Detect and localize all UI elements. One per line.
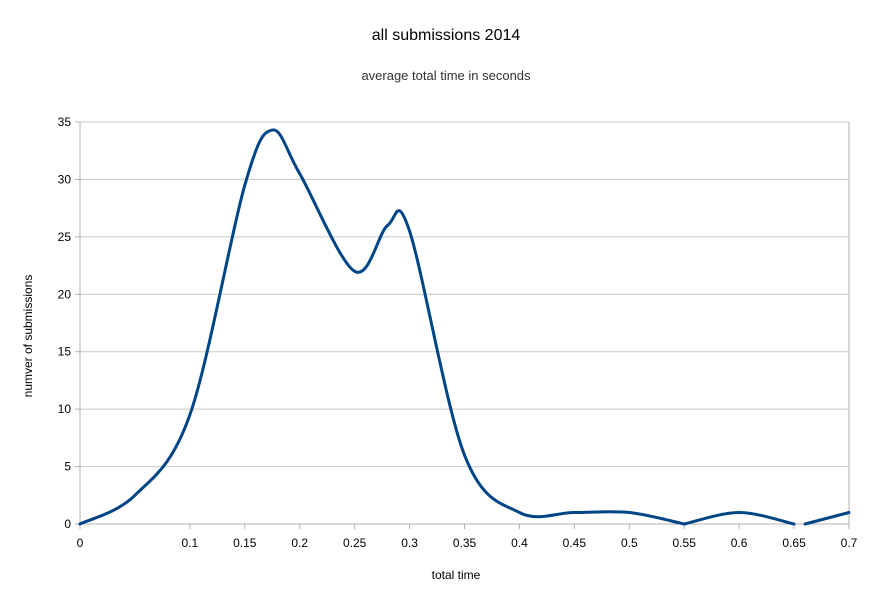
plot-area — [78, 128, 851, 526]
y-tick-label: 25 — [58, 230, 72, 244]
y-axis-ticks: 0 5 10 15 20 25 30 35 — [58, 115, 72, 531]
x-tick-label: 0.4 — [511, 536, 528, 550]
x-tick-label: 0.65 — [782, 536, 806, 550]
x-axis-title: total time — [432, 568, 481, 582]
x-tick-label: 0.5 — [621, 536, 638, 550]
x-tick-label: 0.7 — [841, 536, 858, 550]
y-tick-label: 35 — [58, 115, 72, 129]
x-tick-label: 0.6 — [731, 536, 748, 550]
y-axis-title: numver of submissions — [21, 275, 35, 398]
x-tick-label: 0.2 — [291, 536, 308, 550]
series-line-segment — [682, 511, 796, 526]
series-line-segment — [78, 128, 686, 526]
y-tick-label: 15 — [58, 345, 72, 359]
y-tick-label: 0 — [64, 517, 71, 531]
y-tick-label: 10 — [58, 402, 72, 416]
x-tick-label: 0 — [77, 536, 84, 550]
x-axis-ticks: 0 0.1 0.15 0.2 0.25 0.3 0.35 0.4 0.45 0.5 0.55 0.6 0… — [77, 536, 858, 550]
chart-subtitle: average total time in seconds — [361, 68, 531, 83]
gridlines — [75, 121, 850, 529]
x-tick-label: 0.1 — [182, 536, 199, 550]
x-tick-label: 0.25 — [343, 536, 367, 550]
x-tick-label: 0.35 — [453, 536, 477, 550]
x-tick-label: 0.15 — [233, 536, 257, 550]
x-tick-label: 0.55 — [673, 536, 697, 550]
y-tick-label: 30 — [58, 172, 72, 186]
series-line-segment — [803, 511, 851, 526]
y-tick-label: 5 — [64, 460, 71, 474]
x-tick-label: 0.45 — [563, 536, 587, 550]
y-tick-label: 20 — [58, 287, 72, 301]
chart-title: all submissions 2014 — [372, 27, 521, 44]
x-tick-label: 0.3 — [401, 536, 418, 550]
